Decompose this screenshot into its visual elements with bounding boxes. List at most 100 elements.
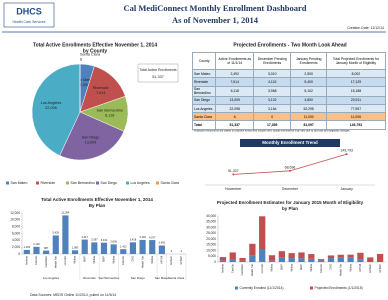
table-cell: 51,337: [215, 120, 255, 130]
bar-value-label: 2,102: [33, 242, 40, 246]
x-tick-label: CareMore: [240, 263, 244, 275]
x-tick-label: Care1st: [34, 256, 38, 265]
bar-segment: [347, 254, 354, 258]
x-tick-label: Health Net: [53, 256, 57, 269]
bar-segment: [229, 259, 236, 262]
bar-segment: [357, 252, 364, 260]
bar: [71, 250, 79, 254]
legend-swatch: [6, 181, 9, 185]
table-cell: 6: [215, 112, 255, 122]
table-cell: 149,793: [325, 120, 387, 130]
projection-table: County Active Enrollments as of 11/1/14 De…: [191, 51, 387, 130]
table-cell: 22,098: [215, 103, 255, 114]
table-row: Santa Clara 6 0 11,000 11,006: [191, 112, 387, 122]
bar-segment: [347, 257, 354, 262]
trend-point: [289, 169, 291, 172]
bar-segment: [298, 258, 305, 262]
x-tick-label: SCFHP: [378, 264, 382, 273]
bar-value-label: 11,294: [62, 211, 70, 215]
chart-title: Monthly Enrollment Trend: [262, 140, 318, 145]
y-tick-label: 20,000: [206, 237, 216, 241]
bar-value-label: 4,217: [81, 235, 88, 239]
table-cell: 2,492: [215, 69, 255, 79]
slice-label: San Mateo: [75, 78, 93, 82]
table-cell: Santa Clara: [191, 112, 217, 122]
y-tick-label: 0: [214, 260, 216, 264]
x-tick-label: January: [340, 187, 353, 191]
slice-value: 22,098: [45, 106, 57, 110]
bar-segment: [308, 254, 315, 259]
legend-swatch: [156, 181, 159, 185]
y-tick-label: 10,000: [206, 248, 216, 252]
y-tick-label: 12,000: [10, 211, 20, 215]
bar-segment: [318, 260, 325, 262]
column-header: December Pending Enrollments: [253, 51, 292, 71]
bar: [110, 244, 117, 254]
table-row: San Bernardino 6,118 3,968 5,102 15,188: [191, 85, 387, 97]
legend-swatch: [96, 181, 99, 185]
table-cell: 6,118: [215, 85, 255, 97]
table-row: Total 51,337 17,359 81,097 149,793: [191, 120, 387, 130]
x-tick-label: Care1st: [230, 264, 234, 273]
table-cell: 3,164: [253, 103, 292, 114]
y-tick-label: 6,000: [12, 231, 20, 235]
table-cell: San Diego: [191, 95, 217, 105]
bar: [81, 239, 88, 254]
bar-value-label: 3,312: [101, 238, 108, 242]
bar-segment: [278, 251, 285, 258]
bar-value-label: 2,492: [159, 241, 166, 245]
x-tick-label: HPSM: [160, 256, 164, 264]
slice-value: 13,009: [85, 140, 97, 144]
bar-segment: [327, 258, 335, 262]
bar: [129, 242, 137, 254]
y-tick-label: 4,000: [12, 238, 20, 242]
x-tick-label: LA Care: [260, 263, 264, 273]
bar: [91, 242, 98, 254]
bar-segment: [239, 260, 246, 262]
bar: [100, 242, 108, 254]
dashboard-subtitle: As of November 1, 2014: [172, 15, 259, 25]
table-cell: Los Angeles: [191, 103, 217, 114]
x-tick-label: Molina: [348, 263, 352, 271]
bar-value-label: 3,397: [91, 238, 98, 242]
chart-title: Projected Enrollment Estimates for Janua…: [217, 200, 364, 205]
group-label: San Diego: [131, 276, 145, 280]
point-label: 149,793: [340, 149, 353, 153]
group-label: Los Angeles: [43, 276, 60, 280]
x-tick-label: IEHP: [299, 264, 303, 270]
table-cell: San Mateo: [191, 69, 217, 79]
y-tick-label: 25,000: [206, 231, 216, 235]
group-label: San Mateo: [155, 276, 170, 280]
legend-label: Los Angeles: [131, 181, 150, 185]
point-label: 51,337: [228, 169, 239, 173]
table-cell: 17,359: [253, 120, 292, 130]
bar-value-label: 4,077: [149, 235, 156, 239]
bar-segment: [288, 258, 295, 262]
bar-value-label: 2: [171, 249, 173, 253]
bar-segment: [268, 255, 276, 261]
table-cell: 11,000: [290, 112, 327, 122]
x-tick-label: Anthem: [221, 264, 225, 273]
legend-swatch: [36, 181, 39, 185]
bar-value-label: 2,806: [110, 240, 117, 244]
table-cell: San Bernardino: [191, 85, 217, 97]
trend-point: [345, 153, 348, 156]
bar-segment: [259, 216, 266, 250]
table-row: San Diego 13,009 3,102 4,800 20,911: [191, 95, 387, 105]
trend-point: [232, 173, 235, 176]
bar-segment: [259, 249, 266, 262]
bar-segment: [376, 253, 384, 262]
table-cell: 2,500: [290, 69, 327, 79]
column-header: Active Enrollments as of 11/1/14: [215, 51, 255, 71]
slice-label: Santa Clara: [80, 52, 101, 56]
bar-value-label: 3,418: [130, 238, 137, 242]
slice-label: San Diego: [82, 135, 100, 139]
x-tick-label: IEHP: [280, 264, 284, 270]
y-tick-label: 8,000: [12, 225, 20, 229]
x-tick-label: December: [282, 187, 299, 191]
x-tick-label: HPSM: [358, 264, 362, 272]
creation-date: Creation Date: 11/12/14: [347, 26, 384, 30]
bar-value-label: 1,083: [72, 245, 79, 249]
bar-segment: [249, 255, 256, 262]
